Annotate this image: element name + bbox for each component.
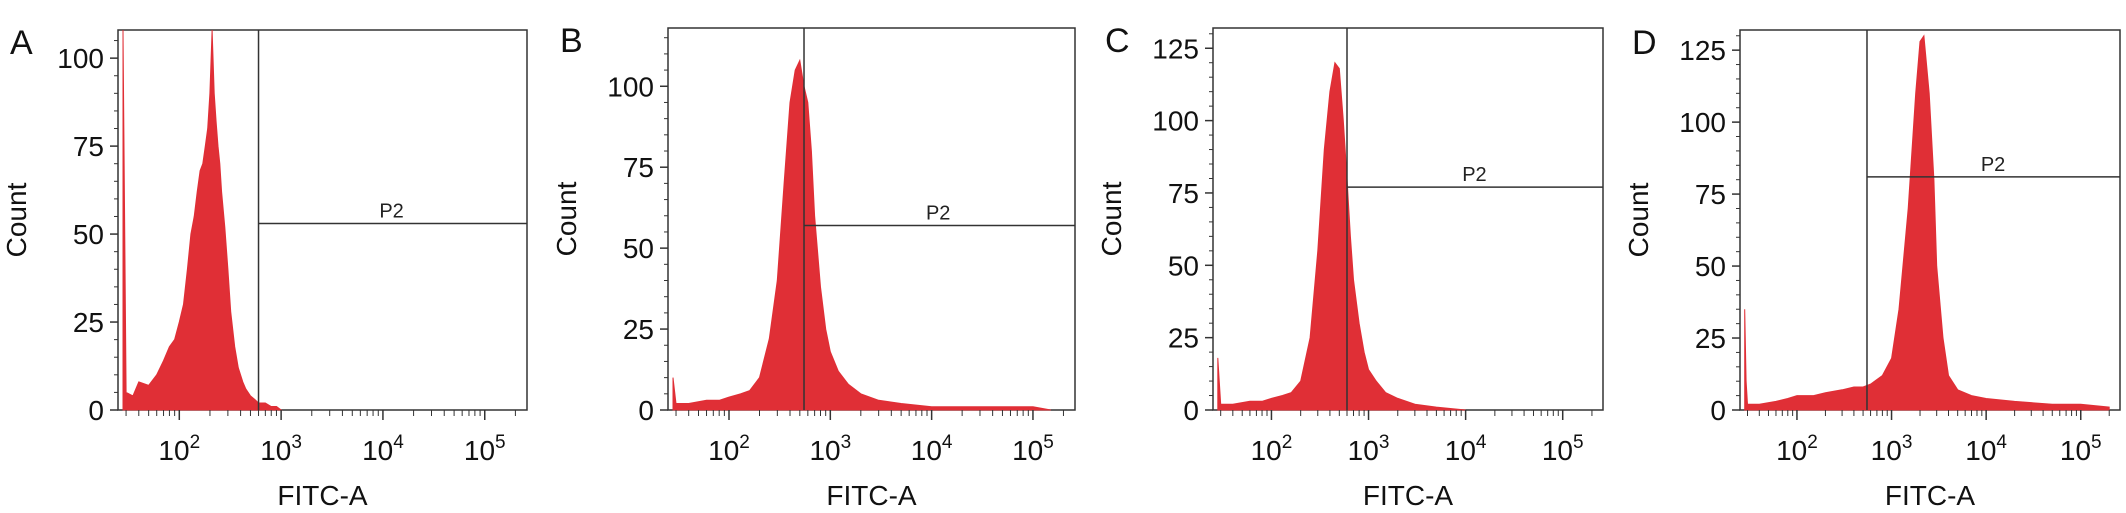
x-tick-base: 10 — [362, 435, 393, 466]
panel-letter: C — [1105, 22, 1130, 60]
x-tick-label: 102 — [708, 432, 750, 466]
x-tick-base: 10 — [911, 435, 942, 466]
x-tick-exponent: 2 — [1807, 432, 1818, 453]
y-tick-label: 25 — [1168, 323, 1199, 354]
x-tick-base: 10 — [1776, 435, 1807, 466]
x-tick-label: 103 — [260, 432, 302, 466]
x-tick-label: 103 — [1871, 432, 1913, 466]
x-tick-label: 105 — [2060, 432, 2102, 466]
y-tick-label: 75 — [623, 152, 654, 183]
y-tick-label: 75 — [73, 131, 104, 162]
plot-frame — [117, 29, 528, 411]
y-tick-label: 100 — [57, 43, 104, 74]
panel-letter: D — [1632, 24, 1657, 62]
gate-label: P2 — [1462, 164, 1486, 186]
x-tick-base: 10 — [1965, 435, 1996, 466]
x-tick-exponent: 3 — [1902, 432, 1913, 453]
panel-letter: B — [560, 22, 583, 60]
x-tick-exponent: 4 — [942, 432, 953, 453]
x-tick-exponent: 3 — [291, 432, 302, 453]
x-tick-label: 102 — [1251, 432, 1293, 466]
x-tick-exponent: 4 — [1996, 432, 2007, 453]
x-tick-base: 10 — [2060, 435, 2091, 466]
x-tick-base: 10 — [1871, 435, 1902, 466]
x-tick-label: 104 — [1445, 432, 1487, 466]
x-tick-label: 104 — [1965, 432, 2007, 466]
gate-label: P2 — [1981, 154, 2005, 176]
histogram-area — [672, 58, 1051, 411]
x-axis-label: FITC-A — [277, 480, 368, 511]
x-tick-exponent: 5 — [495, 432, 506, 453]
panel-letter: A — [10, 24, 33, 62]
x-tick-base: 10 — [1348, 435, 1379, 466]
x-tick-label: 105 — [1012, 432, 1054, 466]
y-tick-label: 0 — [1183, 395, 1199, 426]
y-tick-label: 75 — [1695, 179, 1726, 210]
x-tick-exponent: 5 — [2091, 432, 2102, 453]
y-tick-label: 100 — [1152, 106, 1199, 137]
plot-frame — [667, 27, 1076, 411]
x-tick-label: 102 — [1776, 432, 1818, 466]
x-tick-label: 104 — [362, 432, 404, 466]
x-tick-exponent: 5 — [1573, 432, 1584, 453]
x-tick-base: 10 — [158, 435, 189, 466]
x-tick-exponent: 4 — [393, 432, 404, 453]
histogram-area — [1217, 61, 1466, 411]
x-tick-exponent: 4 — [1476, 432, 1487, 453]
y-tick-label: 0 — [638, 395, 654, 426]
x-axis-label: FITC-A — [826, 480, 917, 511]
x-tick-exponent: 3 — [1379, 432, 1390, 453]
y-axis-label: Count — [1, 182, 32, 257]
x-tick-base: 10 — [1012, 435, 1043, 466]
y-tick-label: 100 — [1679, 107, 1726, 138]
x-tick-label: 102 — [158, 432, 200, 466]
y-tick-label: 100 — [607, 71, 654, 102]
x-tick-exponent: 2 — [190, 432, 201, 453]
x-tick-base: 10 — [260, 435, 291, 466]
y-tick-label: 50 — [1168, 250, 1199, 281]
x-tick-label: 105 — [1542, 432, 1584, 466]
y-tick-label: 50 — [623, 233, 654, 264]
gate-label: P2 — [926, 202, 950, 224]
x-tick-label: 105 — [464, 432, 506, 466]
y-tick-label: 125 — [1152, 33, 1199, 64]
x-axis-label: FITC-A — [1363, 480, 1454, 511]
x-tick-label: 104 — [911, 432, 953, 466]
y-tick-label: 50 — [1695, 251, 1726, 282]
x-tick-base: 10 — [464, 435, 495, 466]
x-tick-exponent: 3 — [841, 432, 852, 453]
x-tick-base: 10 — [1542, 435, 1573, 466]
y-tick-label: 75 — [1168, 178, 1199, 209]
y-tick-label: 0 — [1710, 395, 1726, 426]
x-axis-label: FITC-A — [1885, 480, 1976, 511]
plot-frame — [1212, 27, 1604, 411]
y-tick-label: 50 — [73, 219, 104, 250]
y-tick-label: 25 — [1695, 323, 1726, 354]
x-tick-exponent: 2 — [739, 432, 750, 453]
histogram-area — [122, 29, 283, 411]
x-tick-base: 10 — [708, 435, 739, 466]
y-tick-label: 125 — [1679, 35, 1726, 66]
y-tick-label: 0 — [88, 395, 104, 426]
y-axis-label: Count — [1623, 182, 1654, 257]
x-tick-base: 10 — [1445, 435, 1476, 466]
x-tick-exponent: 5 — [1043, 432, 1054, 453]
y-axis-label: Count — [551, 181, 582, 256]
x-tick-base: 10 — [809, 435, 840, 466]
y-tick-label: 25 — [623, 314, 654, 345]
histogram-area — [1744, 34, 2110, 411]
x-tick-exponent: 2 — [1282, 432, 1293, 453]
x-tick-label: 103 — [809, 432, 851, 466]
y-axis-label: Count — [1096, 181, 1127, 256]
x-tick-label: 103 — [1348, 432, 1390, 466]
x-tick-base: 10 — [1251, 435, 1282, 466]
gate-label: P2 — [379, 201, 403, 223]
y-tick-label: 25 — [73, 307, 104, 338]
